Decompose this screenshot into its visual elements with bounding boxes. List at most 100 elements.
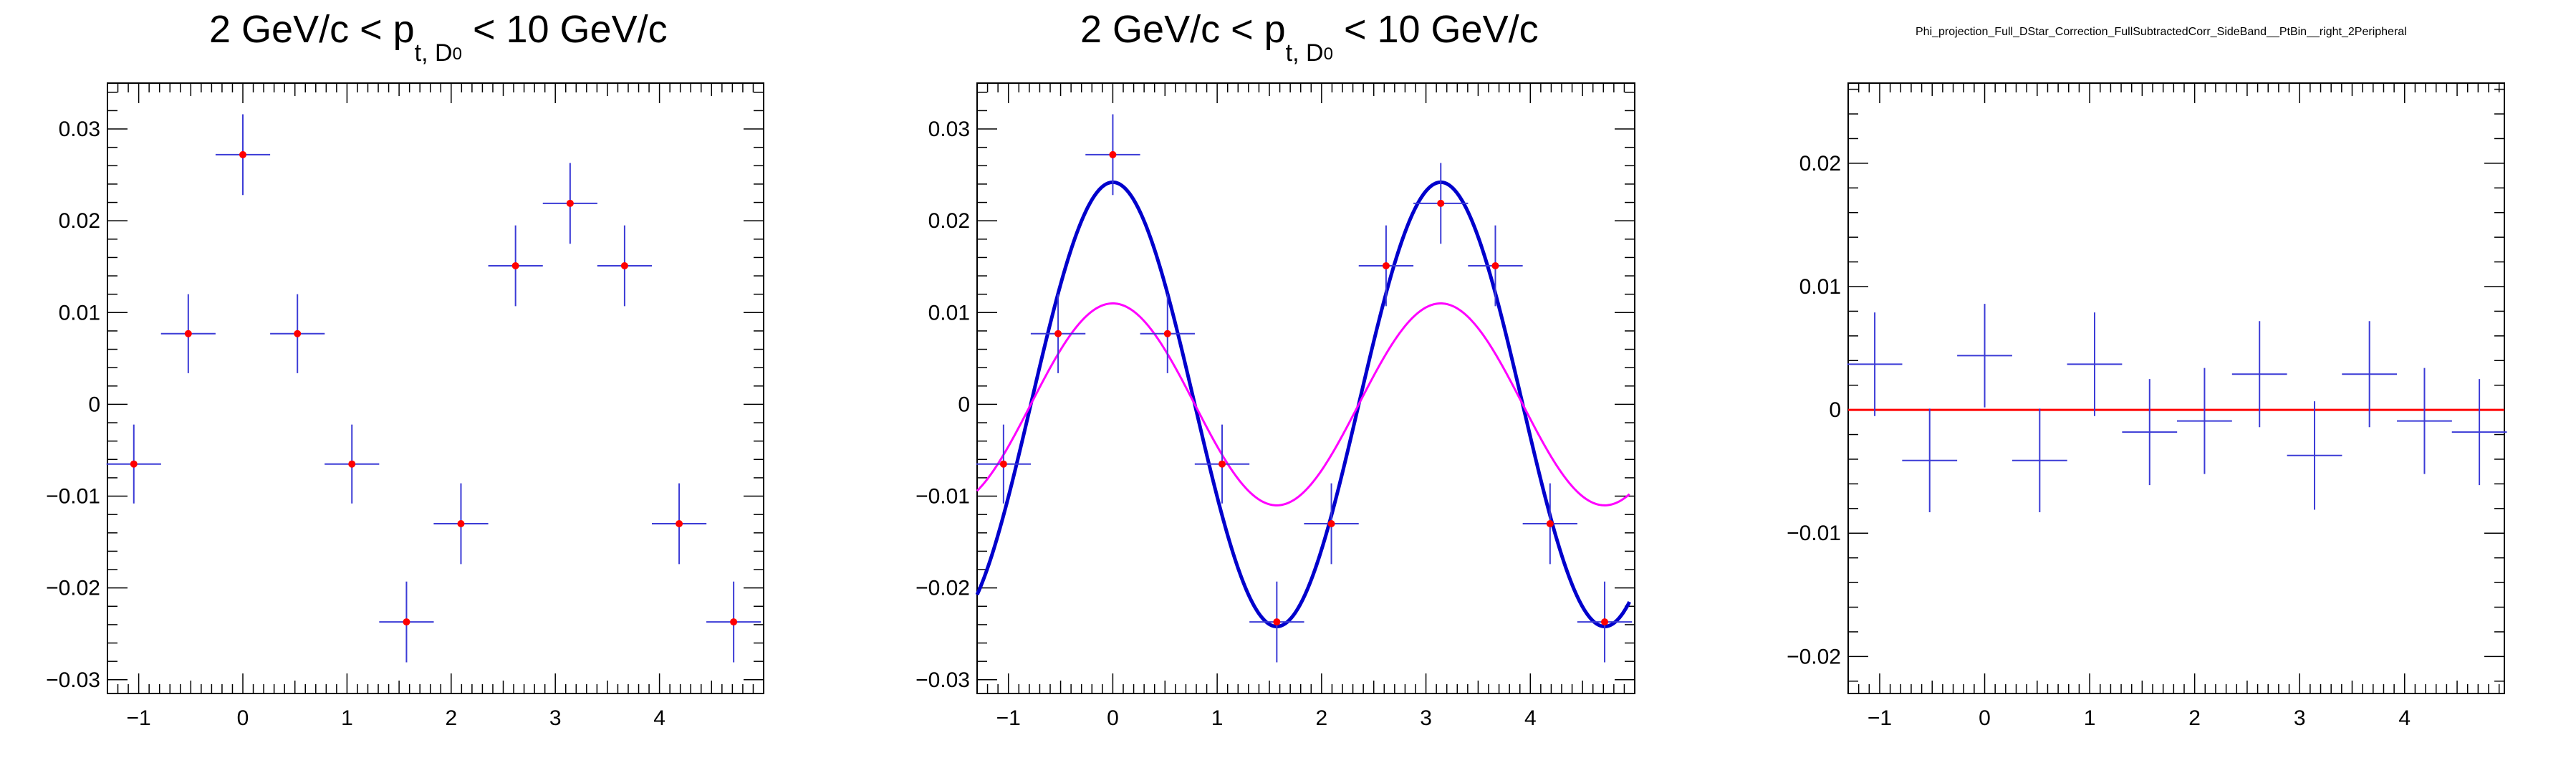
data-point: [106, 424, 161, 504]
plot-frame: [107, 82, 764, 694]
data-marker: [294, 330, 302, 337]
data-marker: [1109, 150, 1117, 158]
panel-2-title-suffix: < 10 GeV/c: [1332, 8, 1539, 51]
panel-1-title-sub-text: t, D: [414, 39, 453, 67]
data-marker: [1437, 199, 1445, 207]
data-point: [270, 294, 325, 373]
panel-1-title-sup: 0: [452, 44, 462, 64]
data-point: [2287, 401, 2342, 510]
y-tick-label: 0.03: [59, 117, 100, 141]
x-tick-label: 4: [2398, 706, 2411, 730]
x-tick-label: 1: [341, 706, 353, 730]
data-marker: [566, 199, 574, 207]
y-tick-label: 0.02: [1799, 152, 1841, 176]
y-tick-label: −0.01: [915, 485, 970, 509]
y-tick-label: −0.02: [915, 577, 970, 600]
y-tick-label: −0.03: [46, 668, 100, 692]
data-point: [2122, 379, 2178, 486]
x-tick-label: 3: [1420, 706, 1432, 730]
panel-1-title-subscript: t, D0: [415, 39, 462, 67]
data-point: [651, 483, 707, 565]
y-tick-label: 0.02: [59, 209, 100, 233]
data-point: [542, 163, 597, 244]
data-point: [2451, 379, 2507, 486]
data-point: [433, 483, 489, 565]
panel-3-title: Phi_projection_Full_DStar_Correction_Ful…: [1916, 26, 2407, 39]
data-point: [2067, 312, 2123, 416]
data-point: [1902, 408, 1958, 512]
x-tick-label: −1: [127, 706, 151, 730]
x-tick-label: −1: [996, 706, 1021, 730]
data-marker: [184, 330, 192, 337]
x-tick-label: 0: [237, 706, 249, 730]
data-marker: [1382, 261, 1390, 269]
data-point: [488, 225, 543, 307]
x-tick-label: 3: [549, 706, 562, 730]
data-marker: [676, 519, 683, 527]
data-point: [1847, 312, 1903, 416]
y-tick-label: 0: [88, 393, 100, 416]
y-tick-label: 0.01: [928, 301, 970, 325]
y-tick-label: −0.03: [915, 668, 970, 692]
data-point: [1358, 225, 1414, 307]
x-tick-label: 4: [653, 706, 665, 730]
data-point: [1249, 581, 1304, 663]
panel-3: −1 0 1 2 3 4 −0.02 −0.01 0 0.01 0.02: [1787, 82, 2507, 730]
data-point: [1140, 294, 1195, 373]
panel-2-title-sup: 0: [1323, 44, 1333, 64]
data-point: [597, 225, 652, 307]
data-point: [2231, 321, 2287, 428]
data-marker: [348, 460, 356, 468]
data-marker: [403, 618, 410, 626]
data-point: [1030, 294, 1086, 373]
data-point: [1468, 225, 1523, 307]
x-tick-label: 1: [1211, 706, 1224, 730]
y-tick-label: 0: [958, 393, 970, 416]
data-marker: [1218, 460, 1226, 468]
x-tick-label: 2: [2188, 706, 2201, 730]
panel-2-title-sub-text: t, D: [1285, 39, 1324, 67]
data-point: [325, 424, 380, 504]
data-marker: [1163, 330, 1171, 337]
data-point: [1957, 304, 2012, 408]
data-point: [1304, 483, 1359, 565]
data-marker: [1327, 519, 1335, 527]
data-marker: [457, 519, 465, 527]
data-point: [2177, 368, 2232, 474]
data-marker: [1601, 618, 1609, 626]
y-tick-label: −0.01: [1787, 522, 1841, 545]
y-tick-label: 0.02: [928, 209, 970, 233]
panel-2-title: 2 GeV/c < pt, D0 < 10 GeV/c: [1080, 7, 1539, 67]
data-marker: [1273, 618, 1281, 626]
panel-1-title-suffix: < 10 GeV/c: [461, 8, 668, 51]
y-tick-label: 0.03: [928, 117, 970, 141]
x-tick-label: 3: [2294, 706, 2306, 730]
x-tick-label: 2: [445, 706, 457, 730]
data-point: [706, 581, 761, 663]
data-marker: [130, 460, 138, 468]
y-tick-label: 0.01: [1799, 275, 1841, 299]
y-tick-label: 0.01: [59, 301, 100, 325]
panel-2: −1 0 1 2 3 4 −0.03 −0.02 −0.01 0 0.01 0.02 0.03: [915, 82, 1635, 730]
panel-1-title-main: 2 GeV/c < p: [209, 8, 415, 51]
panel-1-title: 2 GeV/c < pt, D0 < 10 GeV/c: [209, 7, 668, 67]
data-point: [2342, 321, 2398, 428]
x-tick-label: −1: [1868, 706, 1892, 730]
data-marker: [511, 261, 519, 269]
data-point: [1194, 424, 1250, 504]
y-tick-label: −0.01: [46, 485, 100, 509]
x-tick-label: 0: [1107, 706, 1119, 730]
data-point: [976, 424, 1032, 504]
y-tick-label: −0.02: [46, 577, 100, 600]
data-point: [1577, 581, 1633, 663]
data-point: [2397, 368, 2452, 474]
fit-curve-total: [975, 180, 1631, 628]
data-point: [215, 114, 271, 196]
data-point: [1085, 114, 1140, 196]
data-marker: [239, 150, 247, 158]
data-marker: [730, 618, 738, 626]
fit-curve-component: [976, 302, 1630, 507]
plot-frame: [1847, 82, 2505, 694]
data-point: [379, 581, 434, 663]
